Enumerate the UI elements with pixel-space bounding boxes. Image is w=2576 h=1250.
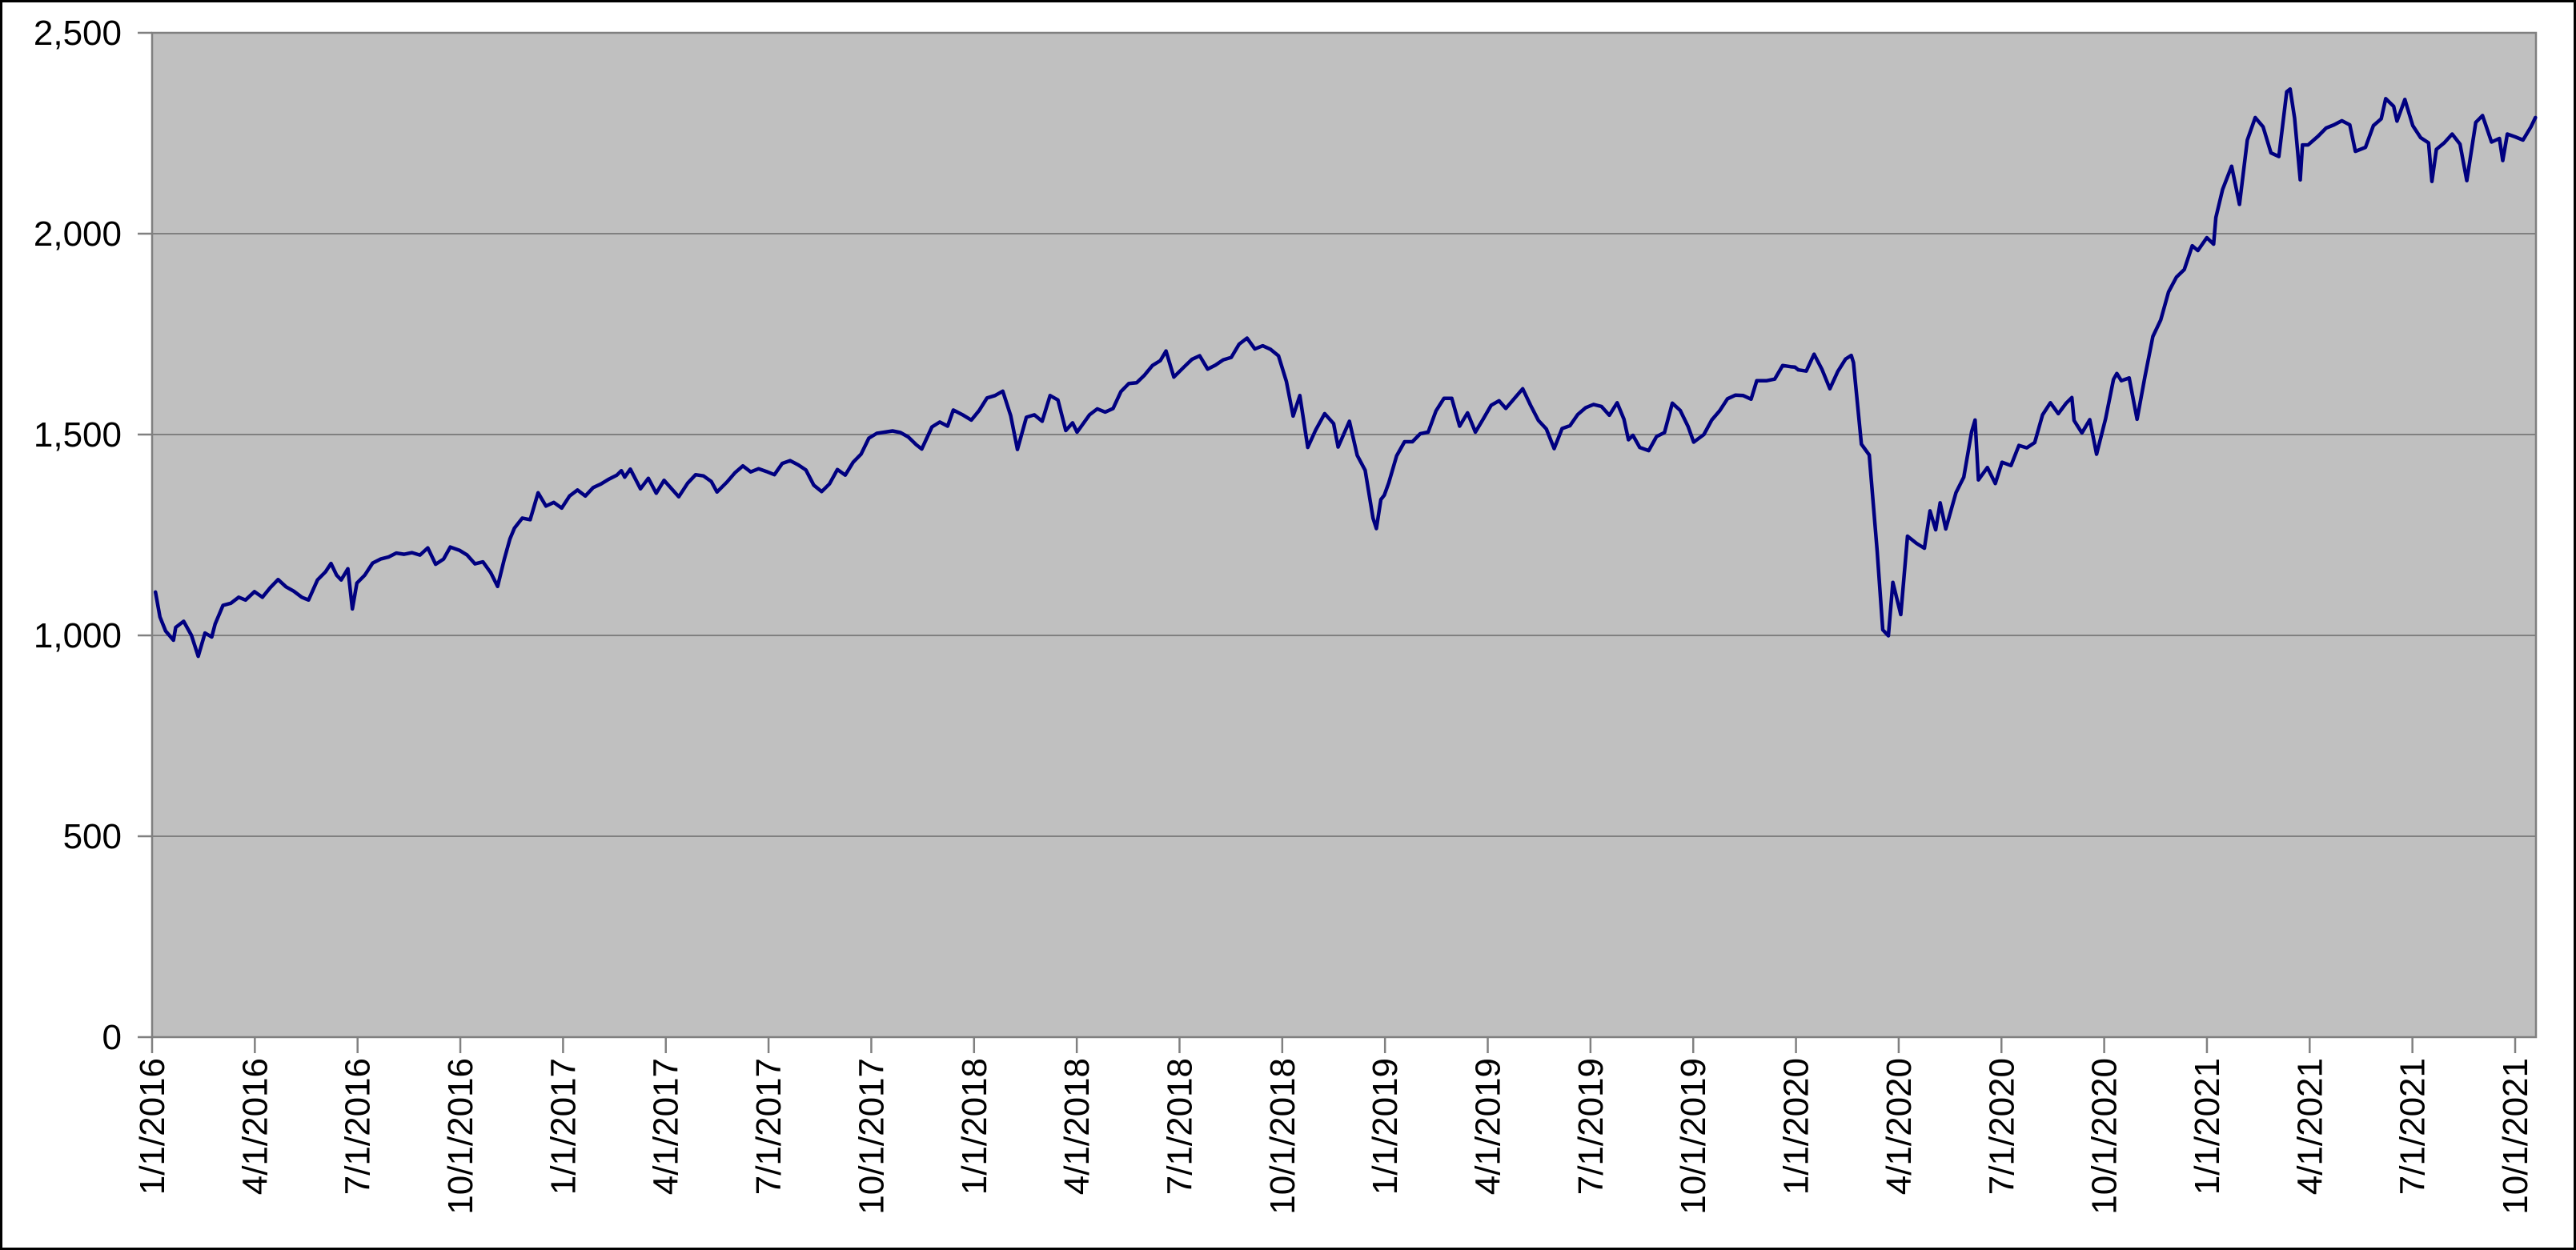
plot-area — [152, 33, 2536, 1037]
x-axis-label: 10/1/2016 — [441, 1058, 480, 1215]
y-axis-label: 500 — [63, 817, 122, 856]
x-axis-label: 10/1/2017 — [852, 1058, 891, 1215]
x-axis-label: 7/1/2021 — [2393, 1058, 2433, 1195]
series-line-index-value — [153, 87, 2538, 659]
x-axis-label: 10/1/2021 — [2496, 1058, 2535, 1215]
x-axis-label: 4/1/2019 — [1469, 1058, 1508, 1195]
x-axis-label: 1/1/2021 — [2188, 1058, 2227, 1195]
x-axis-label: 10/1/2019 — [1674, 1058, 1713, 1215]
x-axis-label: 1/1/2017 — [544, 1058, 583, 1195]
y-axis-label: 2,000 — [34, 214, 122, 254]
x-axis-label: 4/1/2017 — [647, 1058, 686, 1195]
y-axis-label: 1,000 — [34, 616, 122, 655]
x-axis-label: 4/1/2018 — [1057, 1058, 1097, 1195]
x-axis-label: 1/1/2018 — [955, 1058, 994, 1195]
x-axis: 1/1/2016 4/1/2016 7/1/2016 10/1/2016 1/1/201… — [133, 1037, 2535, 1215]
x-axis-label: 4/1/2021 — [2290, 1058, 2329, 1195]
x-axis-label: 4/1/2020 — [1880, 1058, 1919, 1195]
y-axis-label: 0 — [102, 1018, 122, 1057]
x-axis-label: 4/1/2016 — [235, 1058, 275, 1195]
x-axis-label: 7/1/2017 — [749, 1058, 788, 1195]
y-axis-label: 2,500 — [34, 14, 122, 53]
x-axis-label: 1/1/2019 — [1366, 1058, 1405, 1195]
x-axis-label: 1/1/2020 — [1777, 1058, 1816, 1195]
x-axis-label: 7/1/2018 — [1160, 1058, 1199, 1195]
x-axis-label: 10/1/2020 — [2085, 1058, 2125, 1215]
y-axis: 0 500 1,000 1,500 2,000 2,500 — [34, 14, 152, 1057]
x-axis-label: 7/1/2020 — [1982, 1058, 2021, 1195]
y-axis-label: 1,500 — [34, 415, 122, 455]
x-axis-label: 7/1/2019 — [1571, 1058, 1611, 1195]
x-axis-label: 10/1/2018 — [1263, 1058, 1302, 1215]
plot-border — [150, 31, 2538, 1039]
x-axis-label: 1/1/2016 — [133, 1058, 172, 1195]
x-axis-label: 7/1/2016 — [339, 1058, 378, 1195]
